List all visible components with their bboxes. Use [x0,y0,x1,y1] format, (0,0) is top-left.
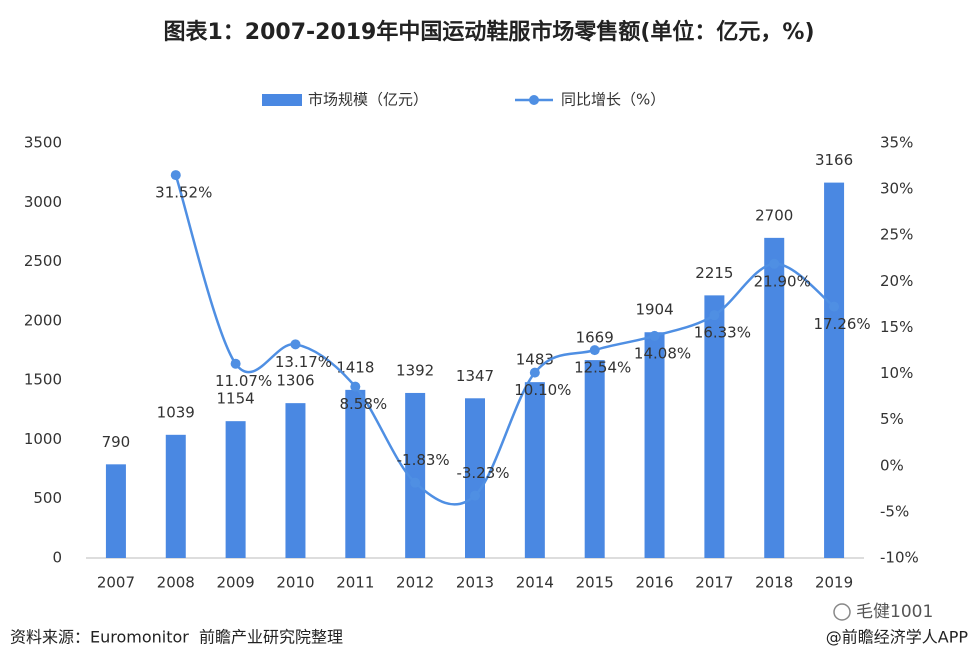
line-value-label: 11.07% [215,372,272,390]
line-value-label: 16.33% [694,324,751,342]
y-tick-label: 3000 [24,193,62,211]
bar [105,464,126,558]
watermark-icon [833,603,851,621]
bar [165,434,186,558]
line-marker [350,381,361,392]
bar-value-label: 1669 [576,329,614,347]
line-marker [290,339,301,350]
line-marker [589,345,600,356]
y2-tick-label: 35% [880,134,913,152]
line-value-label: 12.54% [574,359,631,377]
y-tick-label: 1000 [24,430,62,448]
y2-tick-label: 0% [880,456,904,474]
bar-value-label: 1347 [456,367,494,385]
line-marker [410,477,421,488]
y2-tick-label: -5% [880,502,909,520]
bar-value-label: 2215 [695,264,733,282]
bar [764,237,785,558]
x-tick-label: 2011 [336,574,374,592]
watermark: 毛健1001 [856,602,933,622]
line-value-label: 10.10% [514,381,571,399]
line-value-label: 14.08% [634,344,691,362]
line-marker [529,367,540,378]
chart-title: 图表1：2007-2019年中国运动鞋服市场零售额(单位：亿元，%) [163,19,814,45]
line-value-label: 8.58% [339,395,387,413]
bar-value-label: 1904 [635,301,673,319]
line-marker [230,358,241,369]
y-tick-label: 0 [52,549,62,567]
bar [644,332,665,558]
line-value-label: -1.83% [397,451,450,469]
bar-value-label: 1306 [276,372,314,390]
bar [824,182,845,559]
bar [345,389,366,558]
line-marker [769,258,780,269]
line-marker [470,490,480,501]
line-marker [170,170,181,181]
y2-tick-label: -10% [880,549,919,567]
bar [524,382,545,558]
y2-tick-label: 20% [880,272,913,290]
bar [704,295,725,558]
bar [285,403,306,558]
y2-tick-label: 25% [880,226,913,244]
line-value-label: 17.26% [813,315,870,333]
legend-swatch-marker [529,95,539,105]
line-value-label: -3.23% [456,464,509,482]
y2-tick-label: 15% [880,318,913,336]
bar-value-label: 3166 [815,151,853,169]
y-tick-label: 1500 [24,371,62,389]
bar-value-label: 1418 [336,358,374,376]
bar [225,421,246,558]
legend-swatch [262,94,302,106]
y-tick-label: 2000 [24,311,62,329]
legend-label: 市场规模（亿元） [308,91,428,109]
bar-value-label: 1039 [157,403,195,421]
legend-label: 同比增长（%） [561,91,665,109]
x-tick-label: 2019 [815,574,853,592]
bar [584,360,605,558]
y2-tick-label: 5% [880,410,904,428]
bar-value-label: 790 [102,433,131,451]
x-tick-label: 2018 [755,574,793,592]
credit: @前瞻经济学人APP [826,628,969,647]
y2-tick-label: 10% [880,364,913,382]
bar [405,392,426,558]
bar-value-label: 1154 [217,390,255,408]
x-tick-label: 2010 [276,574,314,592]
y-tick-label: 3500 [24,134,62,152]
source-note: 资料来源：Euromonitor 前瞻产业研究院整理 [10,628,343,647]
y-tick-label: 500 [33,489,62,507]
x-tick-label: 2014 [516,574,554,592]
x-tick-label: 2016 [635,574,673,592]
y-tick-label: 2500 [24,252,62,270]
bar-value-label: 2700 [755,206,793,224]
line-value-label: 31.52% [155,184,212,202]
x-tick-label: 2007 [97,574,135,592]
line-marker [649,330,660,341]
line-value-label: 13.17% [275,353,332,371]
x-tick-label: 2012 [396,574,434,592]
x-tick-label: 2013 [456,574,494,592]
bar-value-label: 1392 [396,361,434,379]
x-tick-label: 2015 [576,574,614,592]
x-tick-label: 2017 [695,574,733,592]
y2-tick-label: 30% [880,180,913,198]
line-value-label: 21.90% [754,272,811,290]
x-tick-label: 2009 [217,574,255,592]
line-marker [709,310,720,321]
bar [465,398,485,558]
line-marker [829,301,840,312]
x-tick-label: 2008 [157,574,195,592]
